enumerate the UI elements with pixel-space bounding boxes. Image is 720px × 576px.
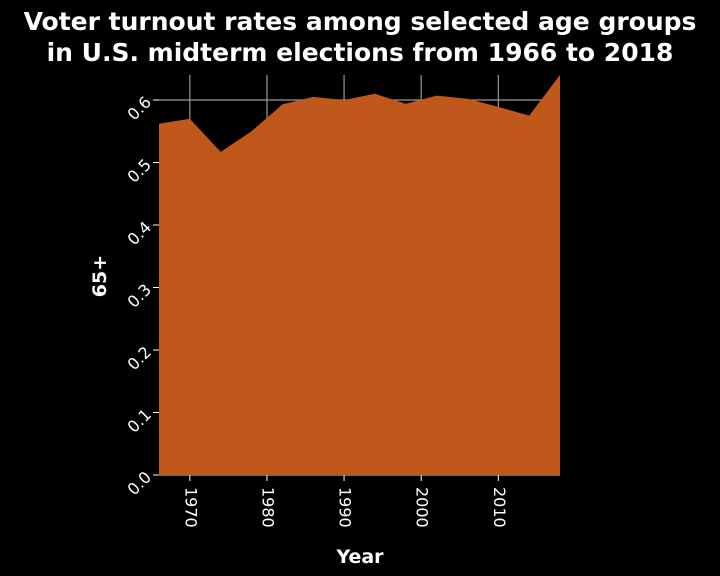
chart-title-line-2: in U.S. midterm elections from 1966 to 2… (47, 38, 674, 67)
chart-title-line-1: Voter turnout rates among selected age g… (24, 7, 697, 36)
x-axis-label: Year (335, 546, 384, 568)
x-tick-label-4: 2010 (490, 487, 509, 528)
series-area-65-plus (159, 75, 560, 475)
x-tick-label-0: 1970 (181, 487, 200, 528)
x-tick-label-2: 1990 (336, 487, 355, 528)
y-axis-label: 65+ (89, 255, 111, 297)
x-tick-label-3: 2000 (413, 487, 432, 528)
area-layer (159, 75, 560, 475)
x-tick-label-1: 1980 (258, 487, 277, 528)
x-axis-ticks: 1970 1980 1990 2000 2010 (181, 475, 509, 528)
